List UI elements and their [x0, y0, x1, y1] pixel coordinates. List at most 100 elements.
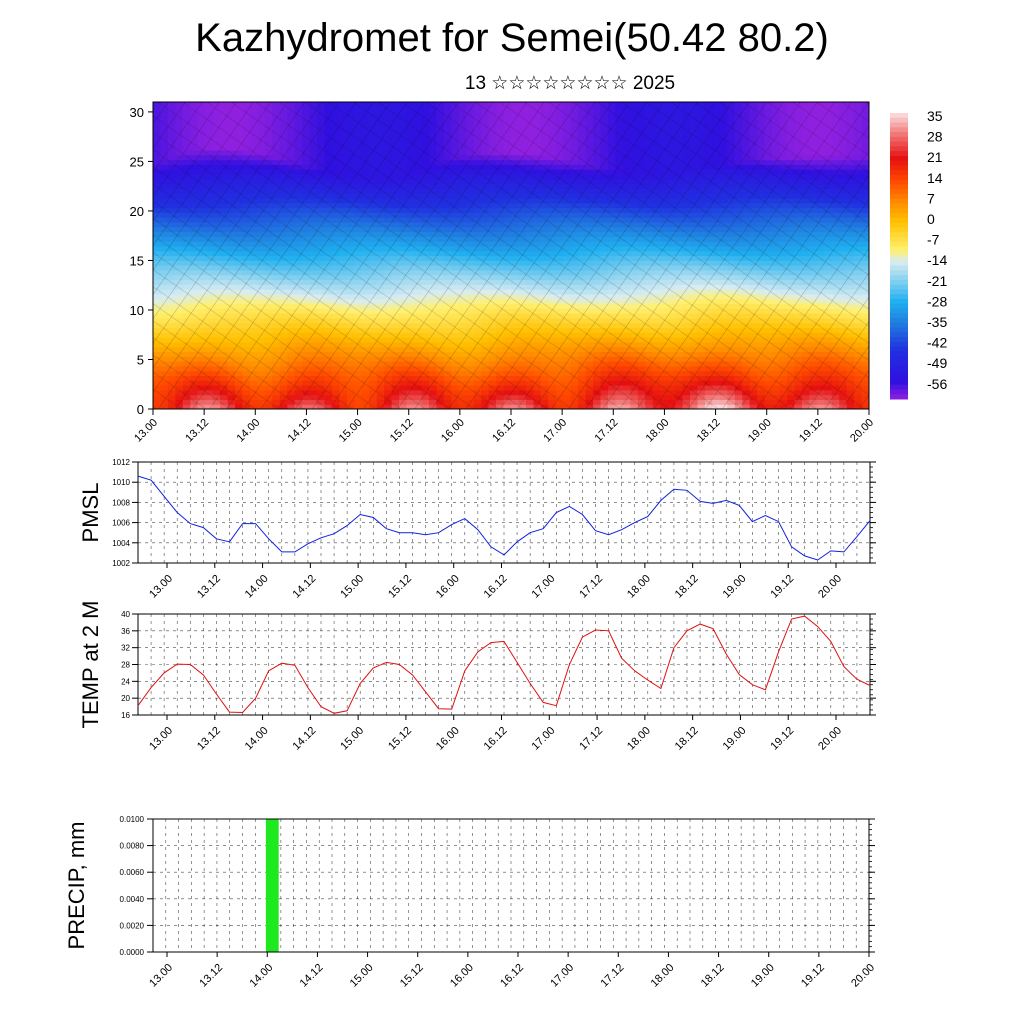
- cross-section-x-tick-label: 17.12: [592, 417, 620, 445]
- cross-section-x-tick-label: 18.00: [644, 417, 672, 445]
- cross-section-x-tick-label: 19.12: [797, 417, 825, 445]
- precip-x-tick-label: 14.12: [298, 962, 326, 990]
- precip-x-tick-label: 16.12: [498, 962, 526, 990]
- pmsl-panel: 1002 1004 1006 1008 1010 1012 PMSL 13.00 13.12 14…: [78, 458, 876, 601]
- colorbar-label: -7: [927, 232, 940, 248]
- pmsl-x-tick-label: 14.00: [243, 573, 271, 601]
- temp-y-tick-label: 32: [121, 644, 130, 653]
- temp-x-tick-label: 16.12: [482, 725, 510, 753]
- cross-section-panel: 0 5 10 15 20 25 30 13.00 13.12 14.00 14.12 15.00 15.…: [130, 101, 876, 445]
- cross-section-x-tick-label: 16.12: [490, 417, 518, 445]
- precip-x-tick-label: 19.12: [799, 962, 827, 990]
- precip-y-tick-label: 0.0080: [120, 842, 145, 851]
- temp-y-axis-label: TEMP at 2 M: [78, 601, 103, 729]
- pmsl-x-tick-label: 17.12: [577, 573, 605, 601]
- precip-x-tick-label: 15.12: [398, 962, 426, 990]
- cross-section-y-tick-label: 10: [130, 303, 144, 318]
- temp-x-tick-label: 18.00: [625, 725, 653, 753]
- cross-section-x-tick-label: 19.00: [746, 417, 774, 445]
- temp-frame: [137, 613, 871, 716]
- pmsl-x-tick-label: 14.12: [291, 573, 319, 601]
- cross-section-y-tick-label: 0: [137, 402, 144, 417]
- pmsl-y-tick-label: 1010: [112, 478, 130, 487]
- cross-section-x-tick-label: 14.00: [234, 417, 262, 445]
- cross-section-y-tick-label: 25: [130, 154, 144, 169]
- precip-x-tick-label: 16.00: [448, 962, 476, 990]
- pmsl-x-tick-label: 13.00: [147, 573, 175, 601]
- cross-section-x-tick-label: 16.00: [439, 417, 467, 445]
- colorbar-label: 0: [927, 211, 935, 227]
- colorbar-label: -35: [927, 314, 947, 330]
- temp-y-tick-label: 24: [121, 677, 130, 686]
- temp-x-tick-label: 18.12: [673, 725, 701, 753]
- pmsl-x-tick-label: 13.12: [195, 573, 223, 601]
- colorbar-label: 21: [927, 149, 943, 165]
- pmsl-x-tick-label: 15.12: [386, 573, 414, 601]
- precip-x-tick-label: 20.00: [849, 962, 877, 990]
- pmsl-x-tick-label: 16.00: [434, 573, 462, 601]
- precip-x-tick-label: 14.00: [247, 962, 275, 990]
- chart-title: Kazhydromet for Semei(50.42 80.2): [195, 16, 829, 60]
- temp-x-tick-label: 15.12: [386, 725, 414, 753]
- cross-section-y-tick-label: 15: [130, 253, 144, 268]
- temp-y-tick-label: 36: [121, 627, 130, 636]
- precip-x-tick-label: 18.00: [649, 962, 677, 990]
- pmsl-x-tick-label: 20.00: [816, 573, 844, 601]
- cross-section-y-tick-label: 5: [137, 352, 144, 367]
- cross-section-x-tick-label: 13.00: [132, 417, 160, 445]
- cross-section-x-tick-label: 18.12: [695, 417, 723, 445]
- pmsl-y-tick-label: 1002: [112, 559, 130, 568]
- precip-y-tick-label: 0.0020: [120, 921, 145, 930]
- precip-y-tick-label: 0.0040: [120, 895, 145, 904]
- colorbar-label: -42: [927, 335, 947, 351]
- temp-x-tick-label: 20.00: [816, 725, 844, 753]
- pmsl-x-tick-label: 19.00: [721, 573, 749, 601]
- colorbar-label: 7: [927, 190, 935, 206]
- cross-section-x-tick-label: 17.00: [541, 417, 569, 445]
- pmsl-y-tick-label: 1004: [112, 539, 130, 548]
- colorbar-label: -28: [927, 293, 947, 309]
- cross-section-y-tick-label: 30: [130, 105, 144, 120]
- temp-x-tick-label: 14.12: [291, 725, 319, 753]
- temp-x-tick-label: 14.00: [243, 725, 271, 753]
- colorbar-label: 14: [927, 170, 943, 186]
- temp-x-tick-label: 17.00: [529, 725, 557, 753]
- chart-subtitle: 13 ☆☆☆☆☆☆☆☆ 2025: [464, 73, 676, 94]
- temp-x-tick-label: 17.12: [577, 725, 605, 753]
- colorbar-label: -49: [927, 355, 947, 371]
- pmsl-y-tick-label: 1006: [112, 519, 130, 528]
- pmsl-x-tick-label: 18.00: [625, 573, 653, 601]
- pmsl-y-tick-label: 1008: [112, 498, 130, 507]
- colorbar-label: -56: [927, 376, 947, 392]
- precip-x-tick-label: 19.00: [749, 962, 777, 990]
- pmsl-y-axis-label: PMSL: [78, 483, 103, 543]
- precip-x-tick-label: 13.00: [147, 962, 175, 990]
- colorbar-label: 28: [927, 129, 943, 145]
- temp-y-tick-label: 16: [121, 711, 130, 720]
- pmsl-x-tick-label: 16.12: [482, 573, 510, 601]
- colorbar-label: -14: [927, 252, 947, 268]
- temp-x-tick-label: 15.00: [338, 725, 366, 753]
- pmsl-y-tick-label: 1012: [112, 458, 130, 467]
- pmsl-frame: [137, 461, 871, 564]
- precip-y-tick-label: 0.0060: [120, 868, 145, 877]
- precip-x-tick-label: 15.00: [348, 962, 376, 990]
- precip-bar: [265, 819, 279, 952]
- precip-x-tick-label: 18.12: [699, 962, 727, 990]
- pmsl-x-tick-label: 19.12: [768, 573, 796, 601]
- temp-x-tick-label: 19.00: [721, 725, 749, 753]
- cross-section-x-tick-label: 15.00: [337, 417, 365, 445]
- precip-x-tick-label: 13.12: [197, 962, 225, 990]
- precip-x-tick-label: 17.00: [548, 962, 576, 990]
- pmsl-x-tick-label: 17.00: [529, 573, 557, 601]
- cross-section-x-tick-label: 20.00: [848, 417, 876, 445]
- temp-y-tick-label: 28: [121, 661, 130, 670]
- colorbar-label: -21: [927, 273, 947, 289]
- pmsl-x-tick-label: 15.00: [338, 573, 366, 601]
- temp-y-tick-label: 20: [121, 694, 130, 703]
- colorbar-label: 35: [927, 108, 943, 124]
- cross-section-x-tick-label: 13.12: [183, 417, 211, 445]
- pmsl-x-tick-label: 18.12: [673, 573, 701, 601]
- precip-y-tick-label: 0.0000: [120, 948, 145, 957]
